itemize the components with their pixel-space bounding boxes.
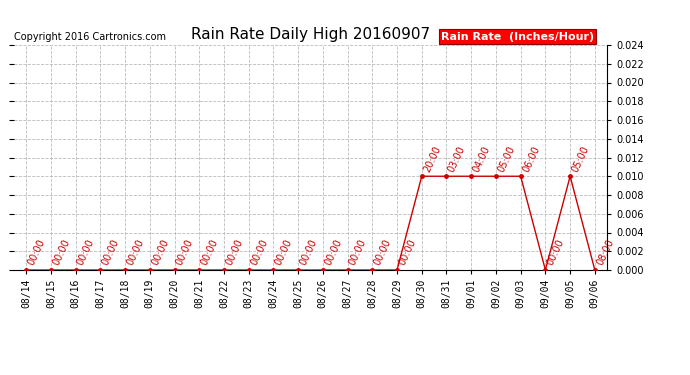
Text: 00:00: 00:00 xyxy=(76,238,97,267)
Text: 00:00: 00:00 xyxy=(323,238,344,267)
Text: 00:00: 00:00 xyxy=(348,238,368,267)
Text: 00:00: 00:00 xyxy=(125,238,146,267)
Title: Rain Rate Daily High 20160907: Rain Rate Daily High 20160907 xyxy=(191,27,430,42)
Text: 00:00: 00:00 xyxy=(26,238,47,267)
Text: 00:00: 00:00 xyxy=(224,238,245,267)
Text: 00:00: 00:00 xyxy=(397,238,418,267)
Text: 00:00: 00:00 xyxy=(273,238,294,267)
Text: 00:00: 00:00 xyxy=(248,238,270,267)
Text: 08:00: 08:00 xyxy=(595,238,615,267)
Text: 06:00: 06:00 xyxy=(521,144,542,174)
Text: Rain Rate  (Inches/Hour): Rain Rate (Inches/Hour) xyxy=(441,32,594,42)
Text: 03:00: 03:00 xyxy=(446,144,467,174)
Text: 20:00: 20:00 xyxy=(422,144,442,174)
Text: 00:00: 00:00 xyxy=(298,238,319,267)
Text: Copyright 2016 Cartronics.com: Copyright 2016 Cartronics.com xyxy=(14,32,166,42)
Text: 05:00: 05:00 xyxy=(570,144,591,174)
Text: 00:00: 00:00 xyxy=(373,238,393,267)
Text: 00:00: 00:00 xyxy=(150,238,170,267)
Text: 00:00: 00:00 xyxy=(51,238,72,267)
Text: 00:00: 00:00 xyxy=(199,238,220,267)
Text: 00:00: 00:00 xyxy=(545,238,566,267)
Text: 00:00: 00:00 xyxy=(175,238,195,267)
Text: 00:00: 00:00 xyxy=(100,238,121,267)
Text: 04:00: 04:00 xyxy=(471,144,492,174)
Text: 05:00: 05:00 xyxy=(496,144,517,174)
